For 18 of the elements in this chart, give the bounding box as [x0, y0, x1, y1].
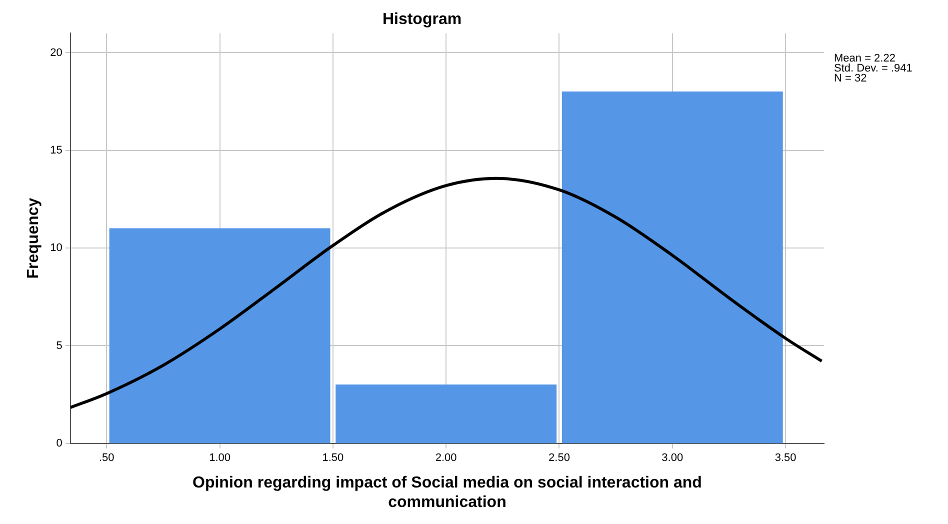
y-axis-title: Frequency	[25, 198, 42, 279]
y-tick-label: 5	[56, 340, 62, 352]
y-tick-label: 0	[56, 437, 62, 450]
text: Std. Dev. = .941	[834, 62, 912, 75]
x-tick-label: .50	[98, 452, 114, 464]
text: Mean = 2.22	[834, 52, 896, 65]
x-tick-label: 2.50	[548, 452, 570, 464]
chart-title: Histogram	[382, 11, 462, 28]
x-tick-label: 1.00	[209, 452, 230, 464]
y-tick-label: 20	[50, 46, 62, 59]
x-tick-label: 2.00	[435, 452, 457, 464]
x-tick-label: 1.50	[322, 452, 344, 464]
x-tick-label: 3.00	[662, 452, 684, 464]
x-tick-label: 3.50	[774, 452, 796, 464]
text: N = 32	[834, 72, 867, 85]
y-tick-label: 10	[50, 242, 62, 254]
y-tick-label: 15	[50, 144, 62, 156]
x-axis-title: Opinion regarding impact of Social media on social interaction and communication	[192, 474, 702, 511]
